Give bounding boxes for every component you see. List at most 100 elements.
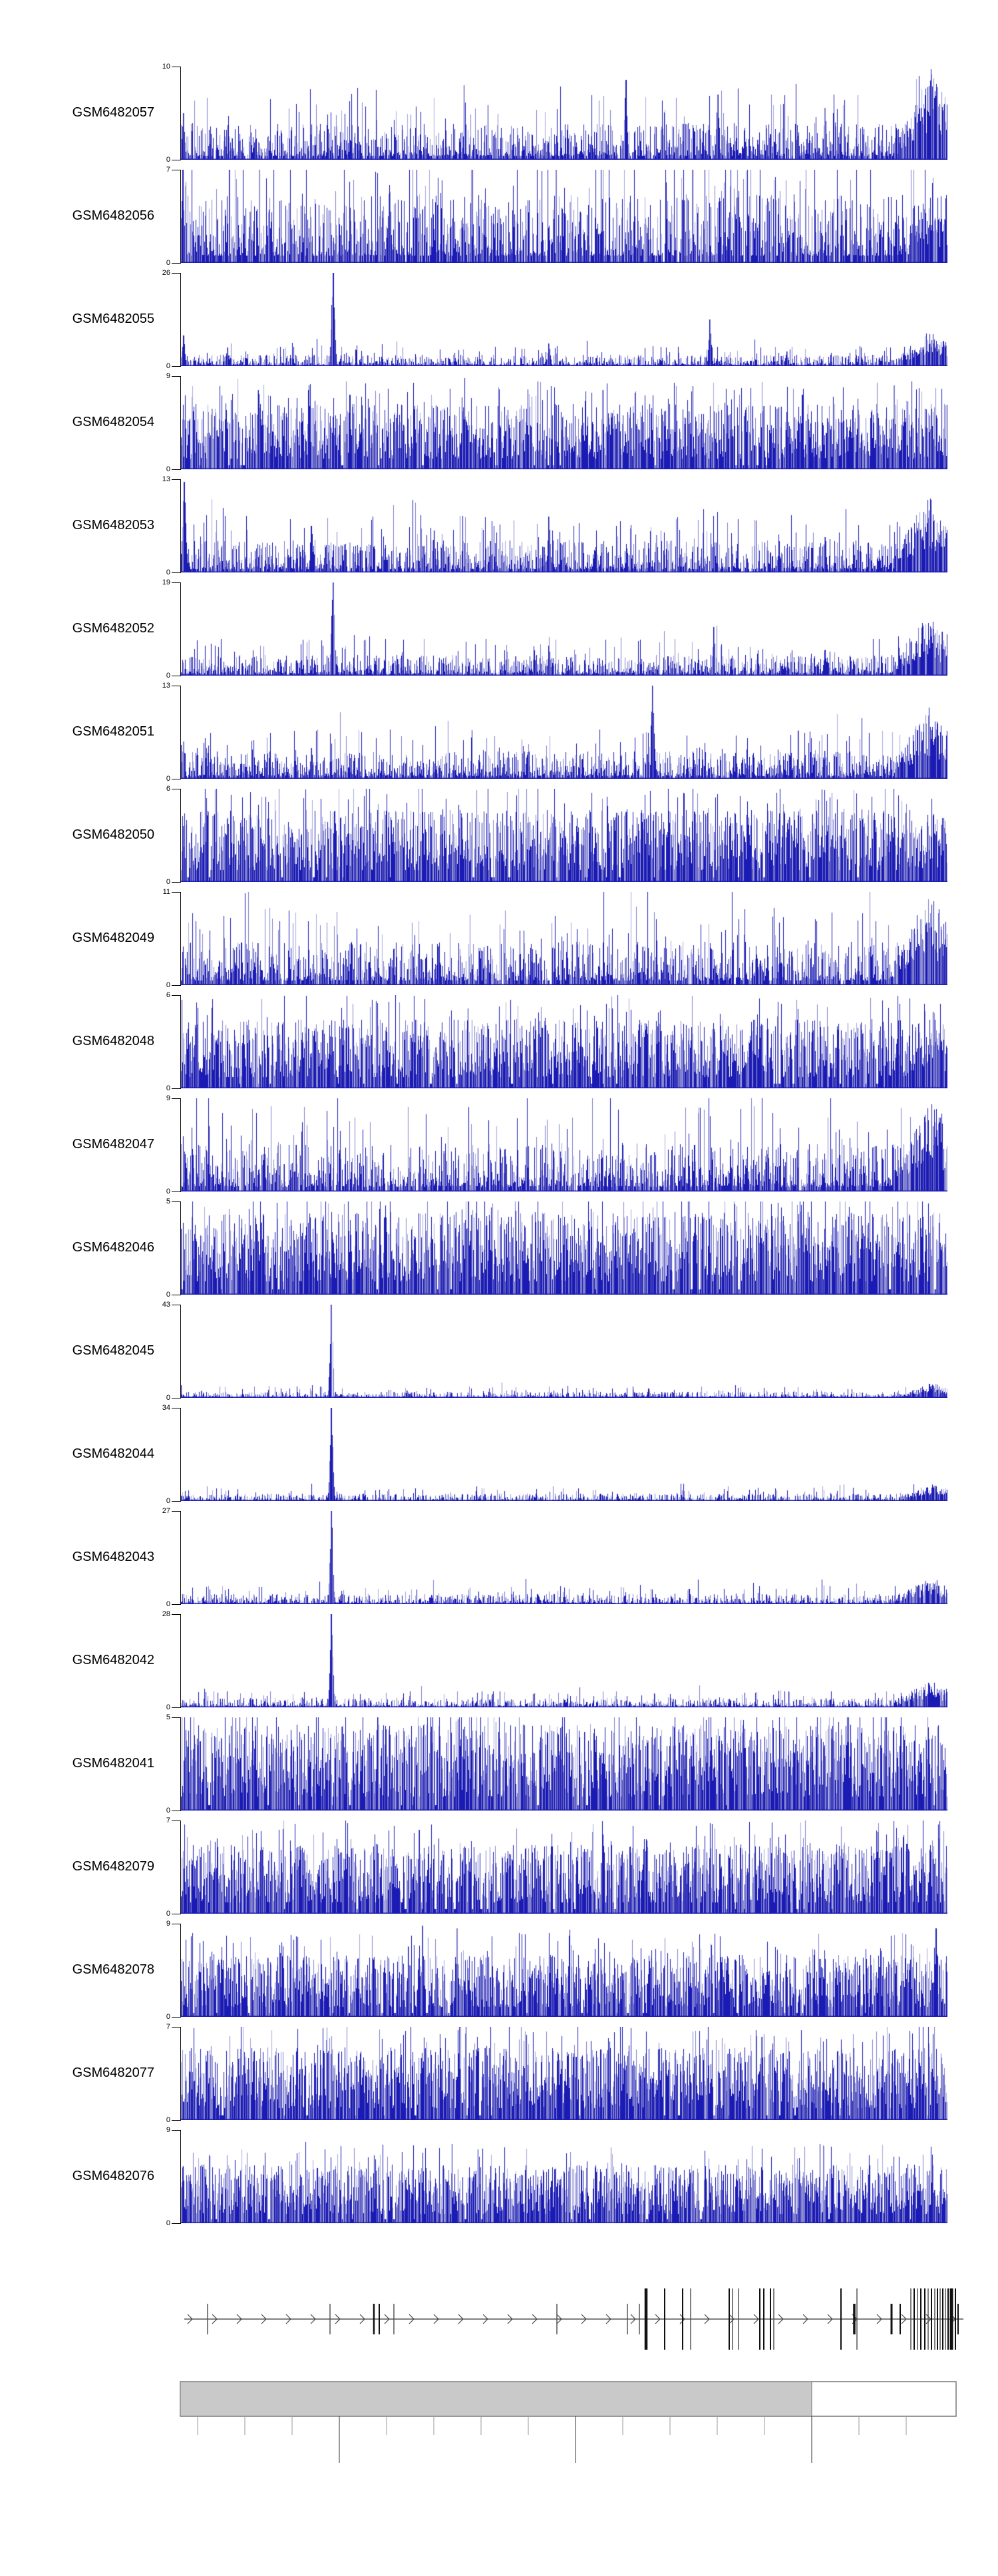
signal-coverage-bars [181,1201,947,1295]
track-sample-label: GSM6482042 [72,1653,154,1667]
signal-track-row: GSM6482050 6 0 [0,785,998,892]
signal-coverage-bars [181,170,947,263]
track-y-axis-tick [172,1717,180,1718]
gene-model-diagram [184,2288,963,2350]
track-y-axis-tick [172,995,180,996]
track-y-axis-tick [172,1098,180,1099]
track-yzero-label: 0 [166,775,170,783]
signal-coverage-bars [181,1408,947,1501]
track-ymax-label: 13 [162,475,170,483]
track-ymax-label: 7 [166,2023,170,2031]
track-sample-label: GSM6482079 [72,1859,154,1874]
track-yzero-label: 0 [166,2013,170,2021]
signal-coverage-bars [181,273,947,366]
track-yzero-label: 0 [166,1910,170,1918]
signal-track-row: GSM6482055 26 0 [0,269,998,376]
track-ymax-label: 10 [162,63,170,71]
signal-track-row: GSM6482051 13 0 [0,682,998,789]
track-ymax-label: 28 [162,1610,170,1618]
track-yzero-label: 0 [166,465,170,473]
signal-coverage-bars [181,995,947,1088]
track-y-axis [180,1201,181,1295]
track-sample-label: GSM6482044 [72,1446,154,1461]
signal-coverage-bars [181,479,947,572]
track-y-axis-tick [172,1511,180,1512]
track-y-axis-tick [172,366,180,367]
signal-track-row: GSM6482077 7 0 [0,2023,998,2130]
track-sample-label: GSM6482050 [72,827,154,842]
track-yzero-label: 0 [166,259,170,267]
track-ymax-label: 9 [166,372,170,380]
track-ymax-label: 5 [166,1713,170,1721]
signal-track-row: GSM6482042 28 0 [0,1610,998,1717]
signal-track-row: GSM6482049 11 0 [0,888,998,995]
track-y-axis [180,1614,181,1708]
track-y-axis-tick [172,479,180,480]
track-yzero-label: 0 [166,2116,170,2124]
track-ymax-label: 11 [162,888,170,896]
track-ymax-label: 13 [162,682,170,690]
track-ymax-label: 34 [162,1404,170,1412]
track-y-axis-tick [172,2120,180,2121]
track-y-axis [180,1924,181,2018]
track-sample-label: GSM6482057 [72,105,154,120]
track-yzero-label: 0 [166,1291,170,1299]
track-ymax-label: 6 [166,991,170,999]
track-sample-label: GSM6482053 [72,518,154,533]
track-sample-label: GSM6482054 [72,415,154,429]
track-sample-label: GSM6482049 [72,931,154,945]
signal-track-row: GSM6482054 9 0 [0,372,998,479]
track-y-axis [180,376,181,470]
track-sample-label: GSM6482045 [72,1343,154,1358]
track-y-axis-tick [172,2223,180,2224]
track-ymax-label: 9 [166,1920,170,1928]
signal-track-row: GSM6482079 7 0 [0,1817,998,1924]
signal-track-row: GSM6482076 9 0 [0,2126,998,2233]
track-sample-label: GSM6482047 [72,1137,154,1152]
track-y-axis [180,67,181,160]
track-ymax-label: 27 [162,1507,170,1515]
track-y-axis-tick [172,1501,180,1502]
signal-track-row: GSM6482047 9 0 [0,1094,998,1201]
ideogram-ruler-diagram [180,2381,957,2463]
track-y-axis-tick [172,2027,180,2028]
track-yzero-label: 0 [166,362,170,370]
track-yzero-label: 0 [166,1807,170,1815]
signal-coverage-bars [181,892,947,985]
signal-coverage-bars [181,2027,947,2120]
track-yzero-label: 0 [166,1703,170,1711]
track-y-axis [180,892,181,986]
signal-track-row: GSM6482043 27 0 [0,1507,998,1614]
track-ymax-label: 6 [166,785,170,793]
track-y-axis-tick [172,1191,180,1192]
signal-coverage-bars [181,1717,947,1811]
track-y-axis [180,1821,181,1914]
track-yzero-label: 0 [166,1497,170,1505]
track-y-axis [180,789,181,883]
track-y-axis-tick [172,2130,180,2131]
track-sample-label: GSM6482078 [72,1962,154,1977]
track-yzero-label: 0 [166,568,170,576]
chromosome-ideogram-section: chr6 155Mb 155.1Mb 155.2Mb [0,2370,998,2489]
track-sample-label: GSM6482076 [72,2169,154,2183]
track-y-axis [180,582,181,676]
track-y-axis [180,1098,181,1192]
track-sample-label: GSM6482046 [72,1240,154,1255]
track-sample-label: GSM6482041 [72,1756,154,1771]
track-ymax-label: 9 [166,2126,170,2134]
track-y-axis [180,686,181,779]
track-ymax-label: 19 [162,578,170,586]
signal-track-row: GSM6482046 5 0 [0,1197,998,1305]
track-yzero-label: 0 [166,1600,170,1608]
track-sample-label: GSM6482051 [72,724,154,739]
signal-track-row: GSM6482048 6 0 [0,991,998,1098]
signal-track-row: GSM6482041 5 0 [0,1713,998,1821]
track-y-axis-tick [172,892,180,893]
signal-coverage-bars [181,1511,947,1604]
track-ymax-label: 43 [162,1301,170,1309]
track-y-axis-tick [172,273,180,274]
signal-coverage-bars [181,1821,947,1914]
track-y-axis [180,2130,181,2224]
track-y-axis-tick [172,1604,180,1605]
track-y-axis-tick [172,376,180,377]
